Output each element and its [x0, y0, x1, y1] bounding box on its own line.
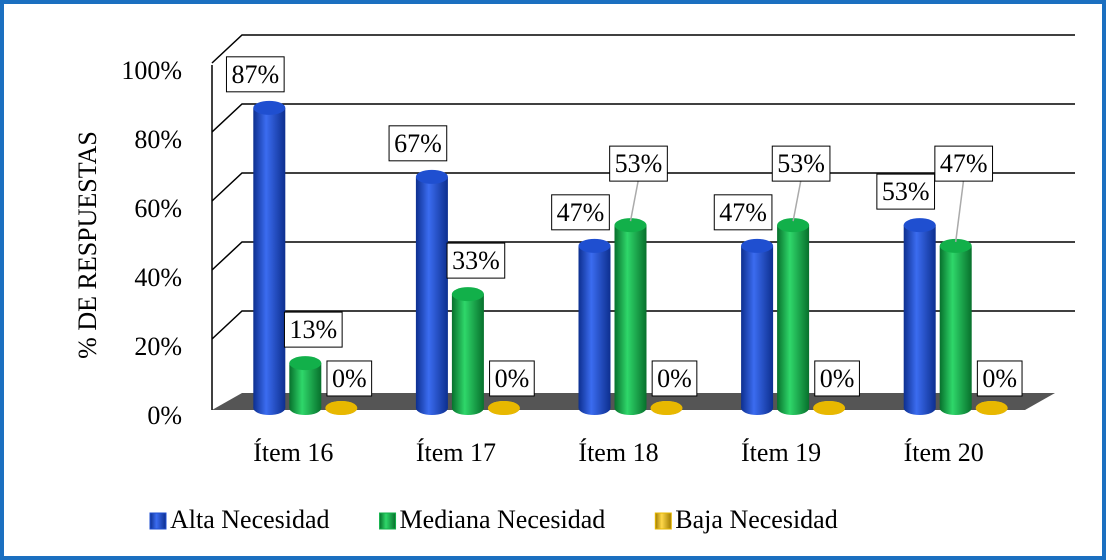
bar [614, 225, 647, 408]
bar-cap [253, 100, 286, 115]
bar [289, 363, 322, 408]
data-label-box [713, 194, 773, 231]
bar-base [578, 401, 611, 415]
bar-cap [289, 356, 322, 371]
bar-cap [415, 169, 448, 184]
data-label: 33% [452, 246, 500, 275]
leader-line [792, 179, 802, 222]
bar-cap [487, 401, 520, 415]
y-tick-label: 40% [134, 263, 182, 292]
bar-base [253, 401, 286, 415]
legend-label: Alta Necesidad [170, 505, 330, 534]
bar-cap [578, 238, 611, 253]
bar-cap [650, 401, 683, 415]
bar-cap [451, 287, 484, 302]
bar-base [451, 401, 484, 415]
bar [253, 107, 286, 408]
legend-swatch [654, 512, 672, 530]
data-label-box [814, 360, 860, 397]
bar-cap [325, 401, 358, 415]
x-tick-label: Ítem 17 [416, 438, 496, 467]
bar-base [777, 401, 810, 415]
bar [939, 245, 972, 408]
data-label-box [771, 145, 831, 182]
bar-base [614, 401, 647, 415]
data-label: 0% [820, 364, 855, 393]
y-tick-label: 80% [134, 125, 182, 154]
data-label-box [976, 360, 1023, 397]
data-label-box [551, 194, 610, 231]
data-label: 47% [719, 198, 767, 227]
data-label: 87% [231, 60, 279, 89]
bar-cap [939, 238, 972, 253]
legend-swatch [149, 512, 167, 530]
data-label: 0% [495, 364, 530, 393]
data-label: 53% [615, 149, 663, 178]
bar-base [903, 401, 936, 415]
data-label: 0% [657, 364, 692, 393]
y-tick-label: 60% [134, 194, 182, 223]
x-tick-label: Ítem 16 [253, 438, 333, 467]
grid-line [211, 34, 1075, 64]
leader-line [629, 179, 640, 222]
bar-cap [741, 238, 774, 253]
bar-cap [975, 401, 1008, 415]
data-label-box [326, 360, 373, 397]
bar-cap [903, 218, 936, 233]
bar-cap [614, 218, 647, 233]
data-label: 53% [882, 177, 930, 206]
bar [578, 245, 611, 408]
x-tick-label: Ítem 20 [904, 438, 984, 467]
bar-base [939, 401, 972, 415]
data-label-box [934, 145, 994, 182]
legend-label: Mediana Necesidad [400, 505, 606, 534]
bar-base [289, 401, 322, 415]
data-label: 47% [940, 149, 988, 178]
data-label: 13% [289, 315, 337, 344]
bar-cap [777, 218, 810, 233]
bar-base [415, 401, 448, 415]
data-label-box [489, 360, 535, 397]
bar [451, 294, 484, 408]
data-label-box [446, 242, 506, 279]
bar [777, 225, 810, 408]
data-label: 53% [777, 149, 825, 178]
bar [903, 225, 936, 408]
data-label: 67% [394, 129, 442, 158]
data-label-box [225, 56, 285, 93]
data-label-box [651, 360, 698, 397]
bar [415, 176, 448, 408]
data-label-box [609, 145, 668, 182]
data-label: 0% [982, 364, 1017, 393]
leader-line [954, 179, 965, 242]
y-tick-label: 100% [121, 56, 182, 85]
data-label: 0% [332, 364, 367, 393]
data-label: 47% [557, 198, 605, 227]
bar [741, 245, 774, 408]
data-label-box [876, 173, 936, 210]
data-label-box [283, 311, 343, 348]
legend-label: Baja Necesidad [675, 505, 837, 534]
x-tick-label: Ítem 19 [741, 438, 821, 467]
x-tick-label: Ítem 18 [578, 438, 658, 467]
bar-base [741, 401, 774, 415]
bar-cap [813, 401, 846, 415]
y-tick-label: 0% [147, 401, 182, 430]
grid-line [211, 103, 1075, 133]
data-label-box [388, 125, 448, 162]
y-axis-label: % DE RESPUESTAS [73, 131, 102, 359]
y-tick-label: 20% [134, 332, 182, 361]
legend-swatch [379, 512, 397, 530]
